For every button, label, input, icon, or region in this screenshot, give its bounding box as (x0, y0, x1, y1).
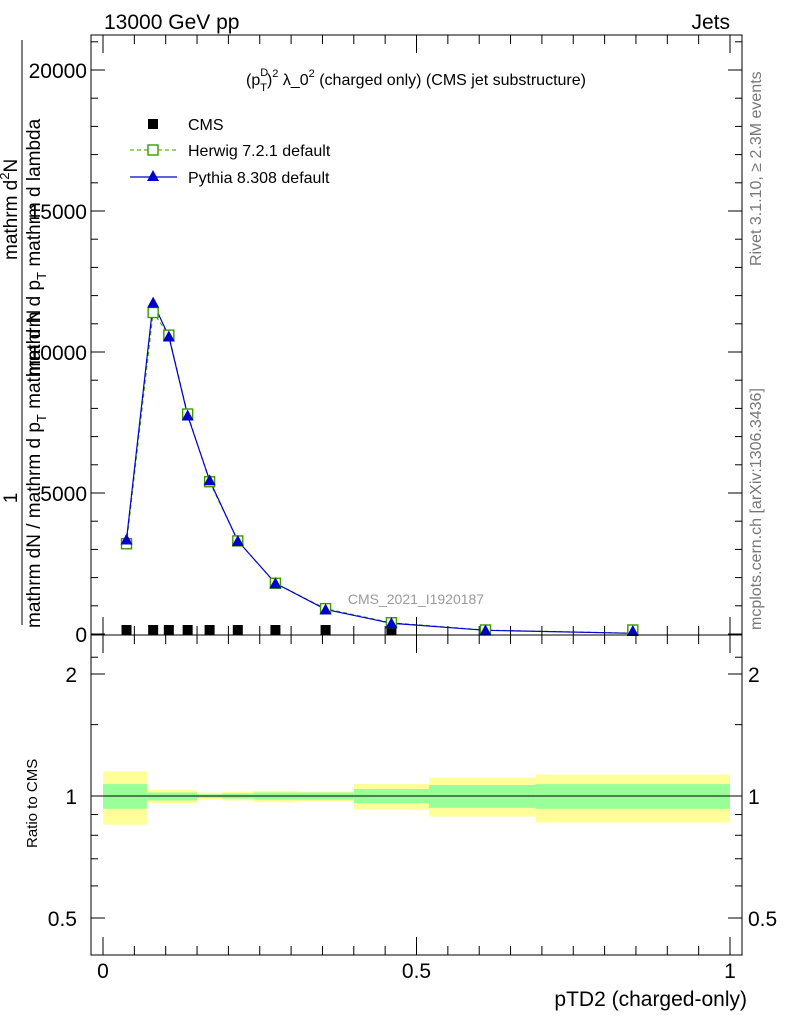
cms-point (163, 625, 174, 635)
ratio-y-label: Ratio to CMS (24, 759, 41, 848)
legend-marker-herwig (147, 144, 159, 156)
pythia-point (181, 409, 194, 421)
main-y-tick-label: 15000 (29, 201, 87, 224)
chart-title: (pD T)2 λ_02 (charged only) (CMS jet subs… (246, 67, 586, 94)
y-label-line2: mathrm d2N (0, 159, 22, 260)
pythia-point (147, 296, 160, 308)
pythia-point (162, 330, 175, 342)
legend-marker-pythia (147, 170, 159, 181)
ratio-bands (103, 771, 730, 825)
x-tick-label: 1 (724, 960, 736, 983)
category-label: Jets (691, 11, 730, 34)
y-label-numerator: 1 (1, 493, 22, 504)
main-y-tick-label: 5000 (40, 483, 87, 506)
energy-label: 13000 GeV pp (104, 11, 239, 34)
pythia-point (626, 625, 639, 636)
cms-point (270, 625, 281, 635)
ratio-panel: 0.5 0.5 1 1 2 2 0 0.5 1 Ratio to CMS pTD2 (charg… (24, 634, 777, 1011)
x-axis-label: pTD2 (charged-only) (554, 988, 747, 1011)
cms-point (148, 625, 159, 635)
ratio-ticks: 0.5 0.5 1 1 2 2 0 0.5 1 (48, 635, 777, 983)
legend-label-pythia: Pythia 8.308 default (188, 170, 330, 187)
legend: CMS Herwig 7.2.1 default Pythia 8.308 de… (130, 117, 331, 187)
ratio-y-tick-label: 1 (65, 786, 77, 809)
herwig-line (126, 311, 633, 634)
main-panel: 0 5000 10000 15000 20000 (pD T)2 λ_02 (charge… (0, 34, 743, 647)
ratio-y-tick-label: 2 (65, 664, 77, 687)
ratio-y-tick-label-right: 1 (748, 786, 760, 809)
legend-marker-cms (148, 119, 158, 129)
herwig-point (147, 306, 159, 319)
legend-entry-herwig: Herwig 7.2.1 default (130, 143, 331, 160)
x-tick-label: 0.5 (402, 960, 431, 983)
pythia-point (319, 603, 332, 615)
y-axis-label: 1 mathrm dN / mathrm d pT mathrm d N mat… (0, 40, 49, 628)
main-y-tick-label: 0 (75, 624, 87, 647)
x-tick-label: 0 (97, 960, 109, 983)
main-y-tick-label: 10000 (29, 342, 87, 365)
pythia-point (120, 533, 133, 545)
rivet-watermark: Rivet 3.1.10, ≥ 2.3M events (748, 71, 765, 266)
legend-label-herwig: Herwig 7.2.1 default (188, 143, 331, 160)
mcplots-watermark: mcplots.cern.ch [arXiv:1306.3436] (748, 388, 765, 630)
main-ticks: 0 5000 10000 15000 20000 (29, 35, 742, 647)
ratio-y-tick-label: 0.5 (48, 908, 77, 931)
pythia-point (231, 534, 244, 546)
main-series (120, 296, 639, 636)
pythia-line (125, 300, 633, 634)
ratio-y-tick-label-right: 2 (748, 664, 760, 687)
cms-point (204, 625, 215, 635)
cms-point (121, 625, 132, 635)
cms-point (320, 625, 331, 635)
pythia-point (203, 474, 216, 486)
legend-entry-pythia: Pythia 8.308 default (130, 170, 330, 187)
cms-point (232, 625, 243, 635)
pythia-point (479, 624, 492, 636)
cms-point (386, 625, 397, 635)
analysis-watermark: CMS_2021_I1920187 (348, 591, 484, 607)
y-label-denominator: mathrm dN / mathrm d pT mathrm d N (24, 310, 49, 628)
legend-entry-cms: CMS (148, 117, 224, 134)
ratio-frame (90, 634, 743, 956)
pythia-point (269, 577, 282, 589)
ratio-y-tick-label-right: 0.5 (748, 908, 777, 931)
pythia-point (385, 617, 398, 629)
legend-label-cms: CMS (188, 117, 224, 134)
cms-point (182, 625, 193, 635)
main-y-tick-label: 20000 (29, 60, 87, 83)
y-label-line3: mathrm d pT mathrm d lambda (24, 118, 49, 376)
